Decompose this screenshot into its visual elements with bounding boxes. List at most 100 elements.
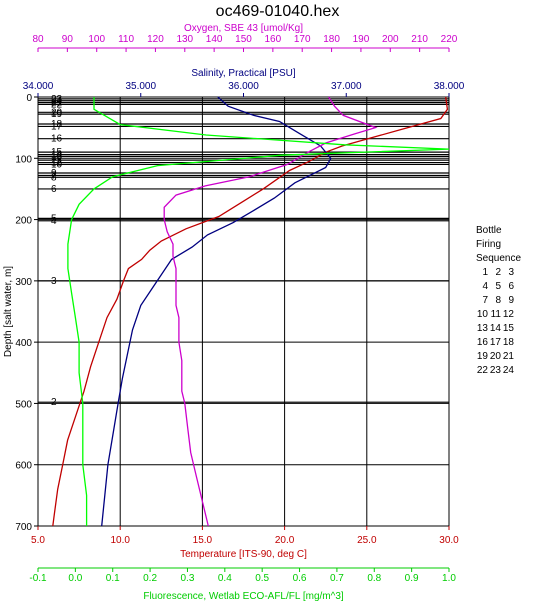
oxygen-tick-label: 80 — [32, 34, 44, 45]
fluorescence-tick-label: 0.6 — [293, 573, 307, 584]
salinity-tick-label: 38.000 — [434, 81, 465, 92]
oxygen-tick-label: 150 — [235, 34, 252, 45]
fluorescence-tick-label: -0.1 — [29, 573, 47, 584]
depth-tick-label: 0 — [26, 93, 32, 104]
legend-bottle-number: 7 — [482, 295, 488, 306]
temperature-tick-label: 30.0 — [439, 535, 459, 546]
bottle-label: 12 — [51, 158, 63, 169]
legend-bottle-number: 24 — [502, 365, 514, 376]
fluorescence-tick-label: 0.9 — [405, 573, 419, 584]
legend-bottle-number: 18 — [502, 337, 514, 348]
bottle-label: 5 — [51, 213, 57, 224]
bottle-label: 14 — [51, 150, 63, 161]
oxygen-tick-label: 120 — [147, 34, 164, 45]
bottle-label: 17 — [51, 121, 63, 132]
legend-bottle-number: 22 — [476, 365, 488, 376]
legend-row: 16 17 18 — [476, 336, 521, 350]
fluorescence-tick-label: 0.8 — [367, 573, 381, 584]
bottle-label: 3 — [51, 276, 57, 287]
legend-bottle-number: 16 — [476, 337, 488, 348]
oxygen-tick-label: 130 — [176, 34, 193, 45]
bottle-label: 4 — [51, 216, 57, 227]
legend-bottle-number: 17 — [489, 337, 501, 348]
salinity-tick-label: 36.000 — [228, 81, 259, 92]
salinity-series-line — [101, 96, 332, 527]
depth-tick-label: 700 — [15, 522, 32, 533]
fluorescence-tick-label: 0.1 — [106, 573, 120, 584]
fluorescence-tick-label: 0.7 — [330, 573, 344, 584]
legend-bottle-number: 3 — [508, 267, 514, 278]
bottle-label: 23 — [51, 94, 63, 105]
salinity-tick-label: 37.000 — [331, 81, 362, 92]
salinity-tick-label: 34.000 — [23, 81, 54, 92]
legend-bottle-number: 13 — [476, 323, 488, 334]
salinity-axis-title: Salinity, Practical [PSU] — [191, 68, 296, 79]
legend-bottle-number: 9 — [508, 295, 514, 306]
legend-row: 22 23 24 — [476, 364, 521, 378]
oxygen-tick-label: 110 — [118, 34, 134, 45]
oxygen-series-line — [163, 96, 378, 527]
legend-bottle-number: 6 — [508, 281, 514, 292]
legend-bottle-number: 21 — [502, 351, 514, 362]
depth-tick-label: 600 — [15, 461, 32, 472]
legend-row: 19 20 21 — [476, 350, 521, 364]
oxygen-tick-label: 170 — [294, 34, 311, 45]
oxygen-tick-label: 140 — [206, 34, 223, 45]
fluorescence-series-line — [67, 97, 450, 526]
oxygen-tick-label: 160 — [265, 34, 282, 45]
legend-bottle-number: 4 — [482, 281, 488, 292]
temperature-tick-label: 20.0 — [275, 535, 295, 546]
bottle-label: 13 — [51, 151, 63, 162]
fluorescence-tick-label: 0.2 — [143, 573, 157, 584]
fluorescence-tick-label: 0.5 — [255, 573, 269, 584]
legend-bottle-number: 8 — [495, 295, 501, 306]
legend-bottle-number: 20 — [489, 351, 501, 362]
oxygen-tick-label: 210 — [411, 34, 428, 45]
bottle-label: 9 — [51, 168, 57, 179]
legend-title-3: Sequence — [476, 253, 522, 264]
bottle-label: 6 — [51, 184, 57, 195]
legend-bottle-number: 12 — [502, 309, 514, 320]
bottle-label: 15 — [51, 147, 63, 158]
legend-title-2: Firing — [476, 239, 502, 250]
temperature-tick-label: 5.0 — [31, 535, 45, 546]
depth-tick-label: 500 — [15, 399, 32, 410]
oxygen-tick-label: 190 — [353, 34, 370, 45]
legend-bottle-number: 2 — [495, 267, 501, 278]
plot-frame — [37, 96, 450, 527]
oxygen-tick-label: 200 — [382, 34, 399, 45]
legend-bottle-number: 5 — [495, 281, 501, 292]
legend-bottle-number: 23 — [489, 365, 501, 376]
depth-tick-label: 100 — [15, 154, 32, 165]
bottle-label: 19 — [51, 109, 63, 120]
depth-tick-label: 400 — [15, 338, 32, 349]
temperature-tick-label: 10.0 — [110, 535, 130, 546]
depth-tick-label: 300 — [15, 277, 32, 288]
legend-bottle-number: 11 — [490, 309, 501, 320]
fluorescence-tick-label: 0.3 — [181, 573, 195, 584]
bottle-label: 22 — [51, 99, 63, 110]
bottle-label: 2 — [51, 397, 57, 408]
bottle-label: 18 — [51, 119, 63, 130]
bottle-firing-legend: Bottle Firing Sequence 1 2 3 4 5 6 7 8 9 10 11 12 13… — [476, 224, 521, 378]
legend-row: 13 14 15 — [476, 322, 521, 336]
bottle-label: 16 — [51, 134, 63, 145]
legend-bottle-number: 15 — [502, 323, 514, 334]
oxygen-tick-label: 180 — [323, 34, 340, 45]
salinity-tick-label: 35.000 — [125, 81, 156, 92]
fluorescence-axis-title: Fluorescence, Wetlab ECO-AFL/FL [mg/m^3] — [143, 591, 344, 602]
depth-tick-label: 200 — [15, 216, 32, 227]
bottle-label: 20 — [51, 107, 63, 118]
oxygen-tick-label: 220 — [441, 34, 458, 45]
temperature-axis-title: Temperature [ITS-90, deg C] — [180, 549, 307, 560]
legend-bottle-number: 1 — [482, 267, 488, 278]
bottle-label: 24 — [51, 96, 63, 107]
legend-row: 10 11 12 — [476, 308, 521, 322]
depth-axis-title: Depth [salt water, m] — [3, 266, 14, 357]
bottle-label: 7 — [51, 170, 57, 181]
fluorescence-tick-label: 0.4 — [218, 573, 232, 584]
temperature-tick-label: 15.0 — [193, 535, 213, 546]
